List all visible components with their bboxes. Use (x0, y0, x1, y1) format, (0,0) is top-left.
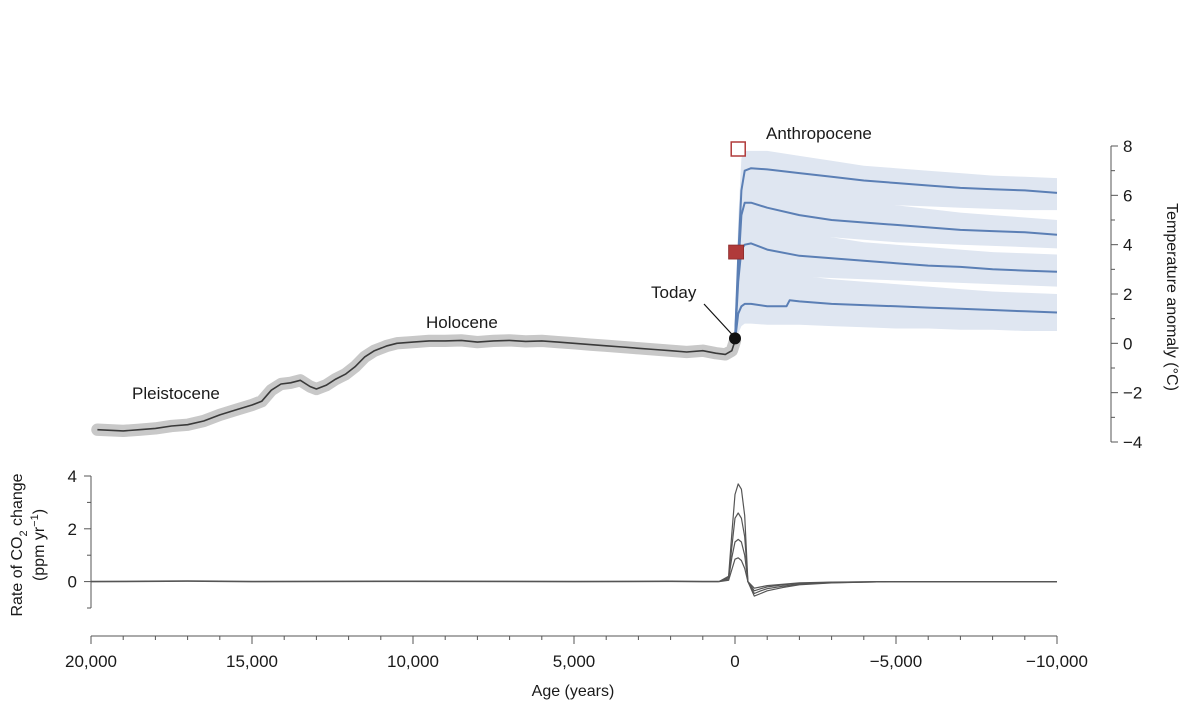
open-square-marker (730, 141, 746, 157)
co2-pulse-line-3 (718, 538, 1057, 592)
annotation-holocene: Holocene (426, 313, 498, 332)
annotation-pleistocene: Pleistocene (132, 384, 220, 403)
projection-band-3 (735, 215, 1057, 341)
co2-ylabel-prefix: Rate of CO (9, 537, 26, 617)
temperature-y-tick-label: −2 (1123, 384, 1142, 403)
projection-line-2 (734, 201, 1058, 341)
co2-pulse-line-4 (718, 557, 1057, 589)
temperature-y-tick-label: 0 (1123, 334, 1132, 353)
x-tick-label: 10,000 (387, 652, 439, 671)
projection-line-4 (734, 299, 1058, 342)
co2-y-axis-units: (ppm yr−1) (29, 509, 48, 581)
x-tick-label: −10,000 (1026, 652, 1088, 671)
x-tick-label: 5,000 (553, 652, 596, 671)
x-tick-label: −5,000 (870, 652, 922, 671)
co2-baseline-line (90, 580, 719, 583)
projection-band-4 (735, 266, 1057, 341)
annotation-today: Today (651, 283, 697, 302)
co2-ylabel-sub: 2 (18, 530, 30, 536)
co2-y-tick-label: 0 (68, 573, 77, 592)
temperature-panel: −4 −2 0 2 4 6 8 (91, 137, 1142, 452)
temperature-y-tick-label: 4 (1123, 236, 1132, 255)
x-tick-label: 15,000 (226, 652, 278, 671)
today-marker (729, 332, 741, 345)
today-pointer (703, 303, 733, 335)
temperature-y-tick-label: 6 (1123, 186, 1132, 205)
co2-y-tick-label: 4 (68, 467, 77, 486)
co2-units-sup: −1 (29, 514, 41, 527)
x-axis-title: Age (years) (532, 683, 615, 700)
x-tick-label: 20,000 (65, 652, 117, 671)
annotation-anthropocene: Anthropocene (766, 124, 872, 143)
x-tick-label: 0 (730, 652, 739, 671)
co2-y-axis-title: Rate of CO2 change (9, 473, 30, 616)
temperature-y-axis-title: Temperature anomaly (°C) (1163, 203, 1180, 391)
history-line (97, 339, 736, 432)
projection-line-1 (734, 167, 1058, 341)
co2-units-prefix: (ppm yr (31, 526, 48, 581)
co2-pulse-line-1 (718, 483, 1057, 597)
filled-square-marker (728, 244, 745, 260)
temperature-y-tick-label: 8 (1123, 137, 1132, 156)
age-x-axis: 20,000 15,000 10,000 5,000 0 −5,000 −10,000 (65, 635, 1088, 671)
temperature-y-tick-label: −4 (1123, 433, 1142, 452)
co2-y-tick-label: 2 (68, 520, 77, 539)
co2-rate-panel: 0 2 4 (68, 467, 1057, 609)
co2-ylabel-suffix: change (9, 473, 26, 530)
temperature-y-tick-label: 2 (1123, 285, 1132, 304)
co2-units-end: ) (31, 509, 48, 514)
